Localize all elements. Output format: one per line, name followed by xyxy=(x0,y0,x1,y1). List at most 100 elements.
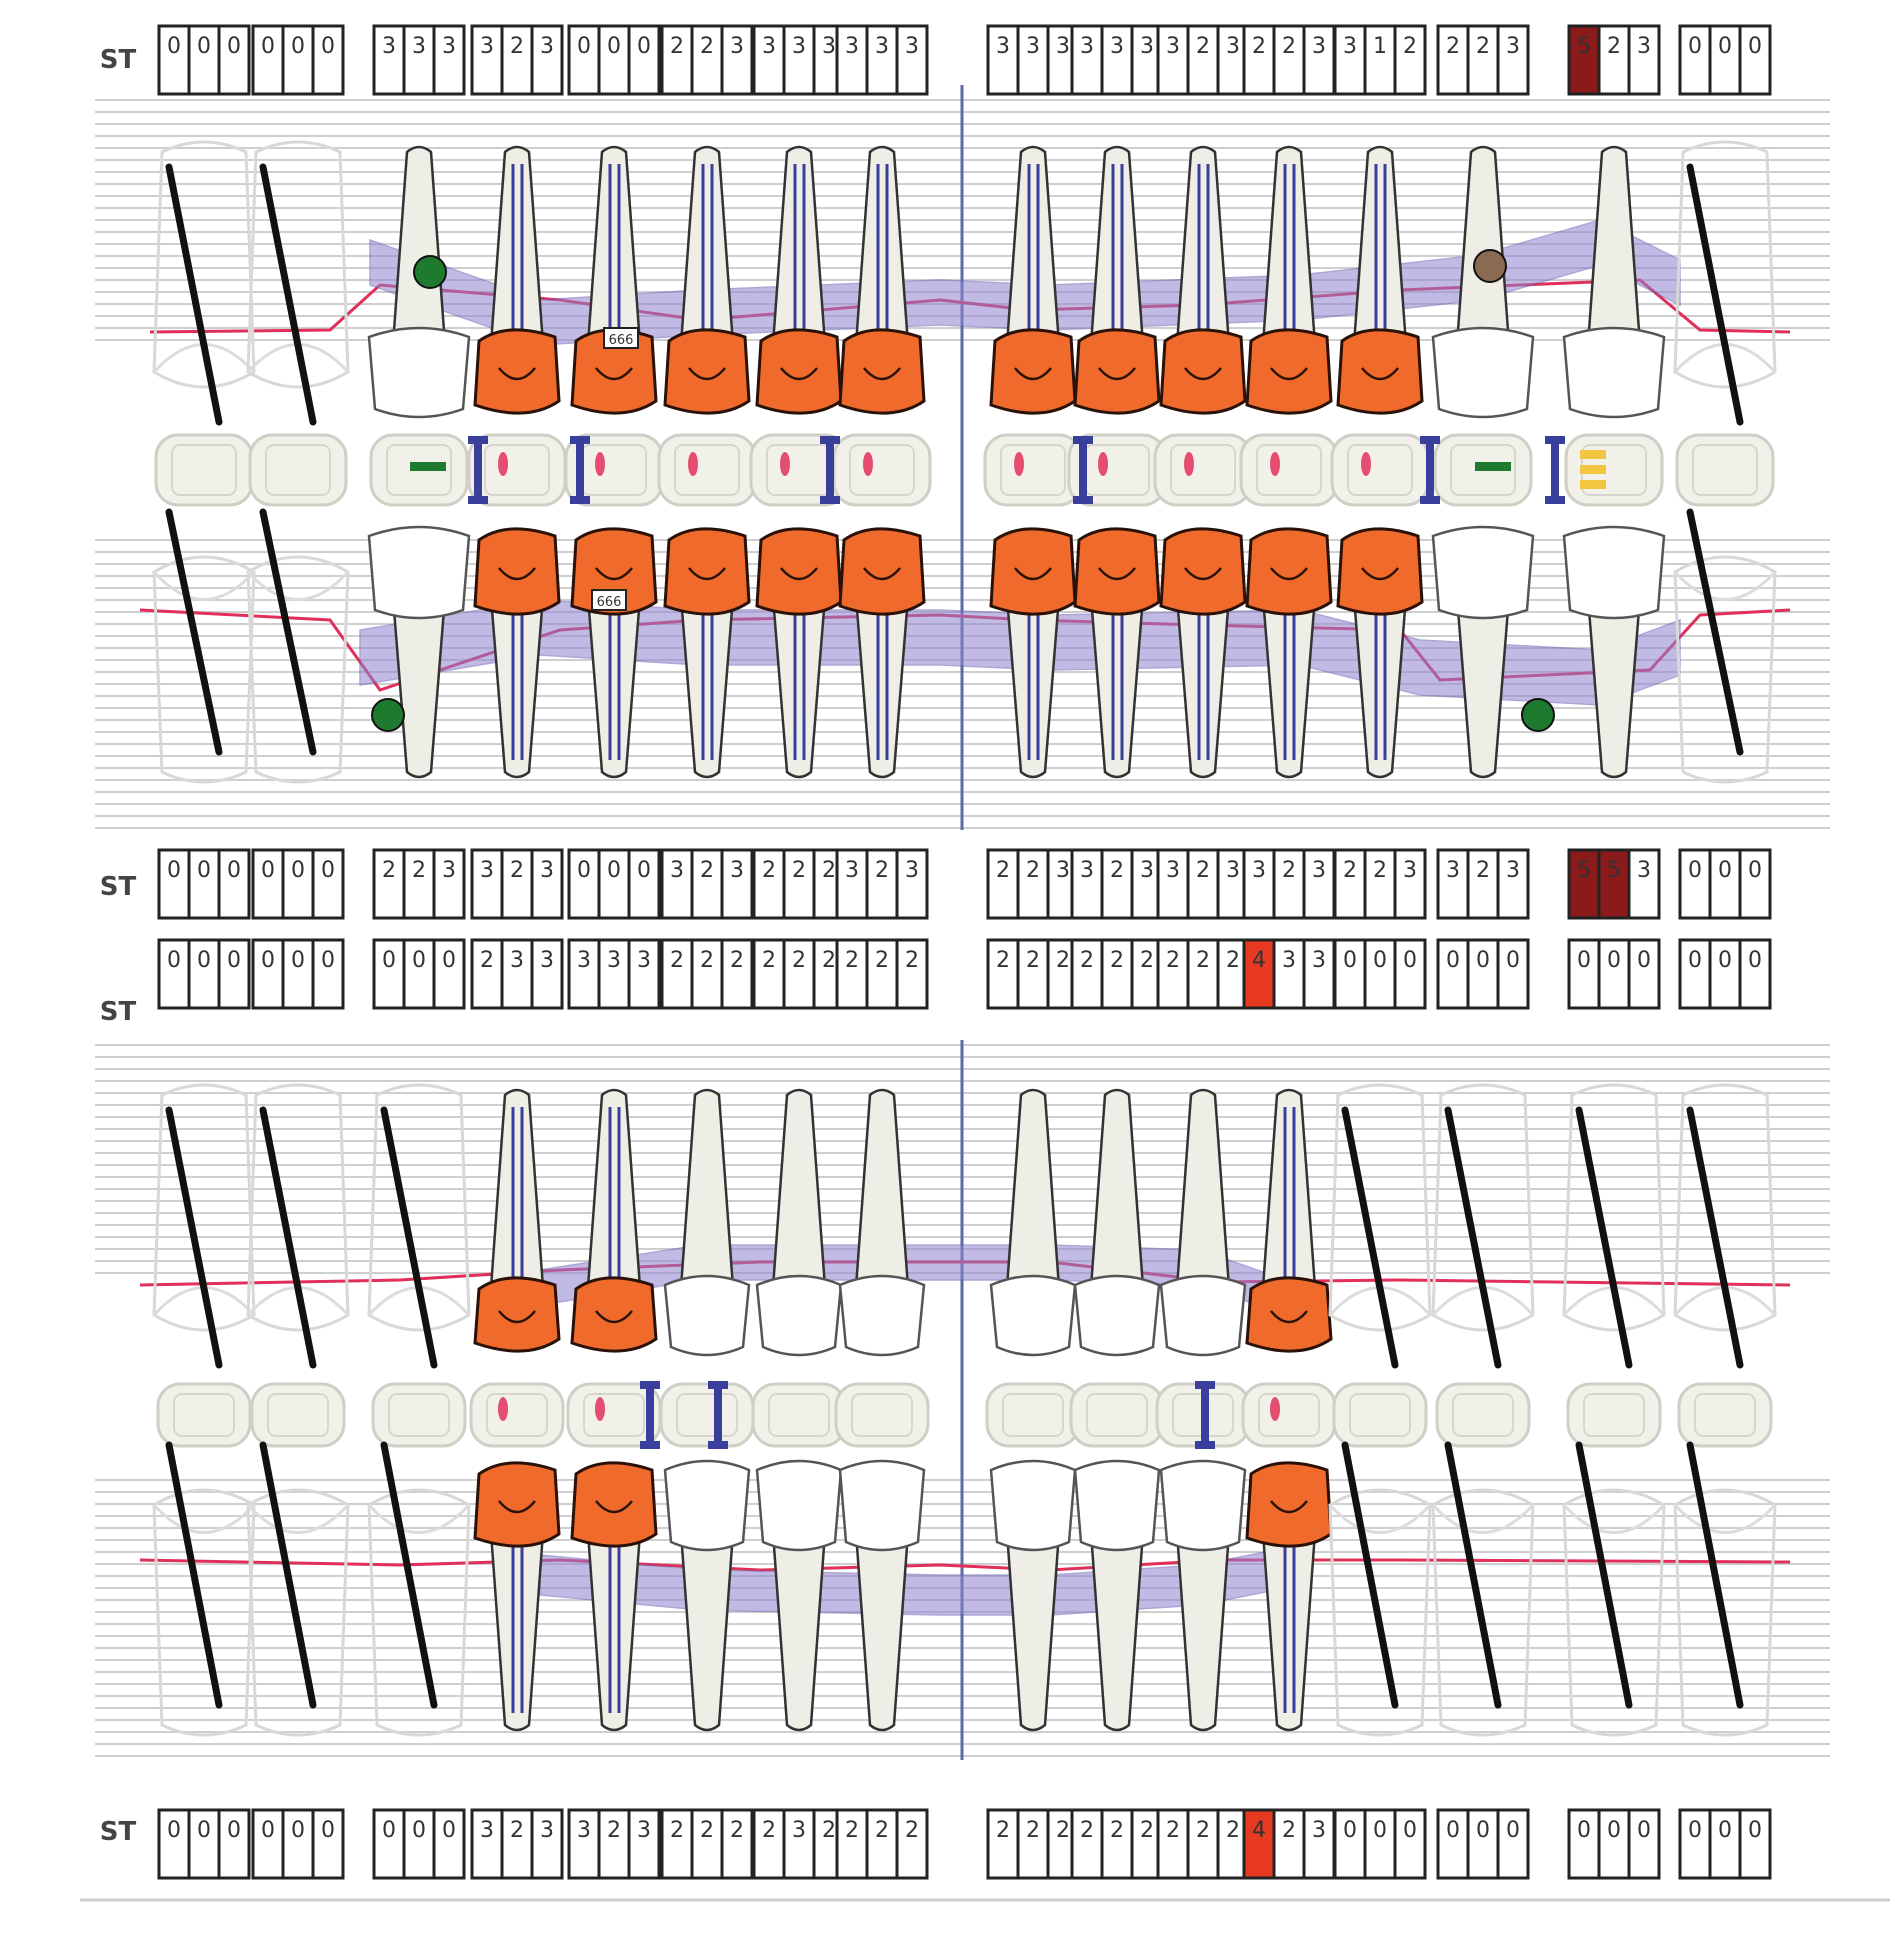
probing-depth-value: 2 xyxy=(510,1818,524,1843)
value-cell xyxy=(500,1808,534,1880)
probing-depth-value: 0 xyxy=(227,1818,241,1843)
value-cell xyxy=(597,938,631,1010)
natural-crown xyxy=(989,1274,1077,1357)
value-cell xyxy=(1393,1808,1427,1880)
probing-depth-value: 2 xyxy=(845,948,859,973)
value-cell xyxy=(627,848,661,920)
value-cell xyxy=(1627,24,1661,96)
missing-tooth-crown-outline xyxy=(1431,1503,1535,1534)
probing-depth-value: 3 xyxy=(1637,858,1651,883)
probing-depth-value: 3 xyxy=(412,34,426,59)
crown-fissure xyxy=(1270,567,1308,581)
tooth-root xyxy=(584,1088,644,1317)
value-cell xyxy=(1627,848,1661,920)
value-cell xyxy=(752,848,786,920)
probing-depth-value: 3 xyxy=(1166,858,1180,883)
tooth-root xyxy=(1087,1088,1147,1317)
probing-depth-value: 2 xyxy=(1026,948,1040,973)
missing-tooth-outline xyxy=(1673,1083,1777,1332)
missing-tooth-crown-outline xyxy=(1328,1503,1432,1534)
probing-depth-value: 2 xyxy=(1080,1818,1094,1843)
value-cell xyxy=(1496,1808,1530,1880)
value-cell xyxy=(1242,848,1276,920)
value-cell xyxy=(1738,938,1772,1010)
occlusal-outline xyxy=(469,1382,565,1448)
value-cell xyxy=(660,938,694,1010)
probing-depth-value: 3 xyxy=(1140,34,1154,59)
missing-tooth-crown-outline xyxy=(1562,1503,1666,1534)
value-cell xyxy=(187,848,221,920)
value-cell xyxy=(372,938,406,1010)
abutment-tag-label: 666 xyxy=(597,595,622,610)
probing-depth-value: 1 xyxy=(1373,34,1387,59)
natural-crown xyxy=(755,1274,843,1357)
probing-depth-value: 3 xyxy=(1226,34,1240,59)
occlusal-surface xyxy=(676,1393,738,1437)
crown-restoration xyxy=(1159,328,1247,415)
occlusal-outline xyxy=(1332,1382,1428,1448)
value-cell xyxy=(865,1808,899,1880)
value-cell xyxy=(567,938,601,1010)
value-cell xyxy=(217,1808,251,1880)
crown-fissure xyxy=(688,367,726,381)
probing-depth-value: 3 xyxy=(480,1818,494,1843)
crown-restoration xyxy=(838,328,926,415)
probing-depth-value: 0 xyxy=(1607,948,1621,973)
value-cell xyxy=(1567,1808,1601,1880)
missing-tooth-outline xyxy=(1673,140,1777,389)
occlusal-surface xyxy=(1692,444,1758,496)
probing-depth-value: 0 xyxy=(1446,1818,1460,1843)
value-cell xyxy=(1156,848,1190,920)
missing-tooth-strike xyxy=(165,508,223,756)
value-cell xyxy=(1272,1808,1306,1880)
value-cell xyxy=(597,24,631,96)
probing-depth-value: 0 xyxy=(321,858,335,883)
value-cell xyxy=(1302,848,1336,920)
value-cell xyxy=(690,938,724,1010)
probing-depth-value: 2 xyxy=(670,948,684,973)
occlusal-surface xyxy=(1349,1393,1411,1437)
value-cell xyxy=(720,938,754,1010)
occlusal-outline xyxy=(1566,1382,1662,1448)
missing-tooth-outline xyxy=(1328,1083,1432,1332)
probing-depth-value: 0 xyxy=(442,948,456,973)
occlusal-marking xyxy=(780,452,790,476)
crown-fissure xyxy=(595,1500,633,1514)
probing-depth-value: 0 xyxy=(261,1818,275,1843)
probing-depth-value: 2 xyxy=(1282,1818,1296,1843)
gingival-margin-line xyxy=(139,1558,1791,1572)
crown-restoration xyxy=(1245,527,1333,616)
crown-fissure xyxy=(863,367,901,381)
value-cell xyxy=(1242,24,1276,96)
value-cell xyxy=(835,1808,869,1880)
value-cell xyxy=(1708,938,1742,1010)
probing-depth-value: 2 xyxy=(1056,1818,1070,1843)
crown-restoration xyxy=(1245,328,1333,415)
tooth-root xyxy=(1003,1503,1063,1732)
probing-depth-value: 0 xyxy=(1343,1818,1357,1843)
tooth-root xyxy=(1003,570,1063,779)
value-cell xyxy=(500,938,534,1010)
crown-fissure xyxy=(595,567,633,581)
value-cell xyxy=(281,848,315,920)
value-cell xyxy=(311,1808,345,1880)
occlusal-marking xyxy=(1270,452,1280,476)
crown-restoration xyxy=(663,328,751,415)
natural-crown xyxy=(755,1459,843,1552)
probing-depth-value: 0 xyxy=(1506,948,1520,973)
value-cell xyxy=(372,1808,406,1880)
value-cell xyxy=(217,24,251,96)
value-cell xyxy=(187,1808,221,1880)
crown-restoration xyxy=(570,328,658,415)
crown-fissure xyxy=(498,1310,536,1324)
missing-tooth-crown-outline xyxy=(152,570,256,601)
probing-depth-value: 3 xyxy=(442,858,456,883)
